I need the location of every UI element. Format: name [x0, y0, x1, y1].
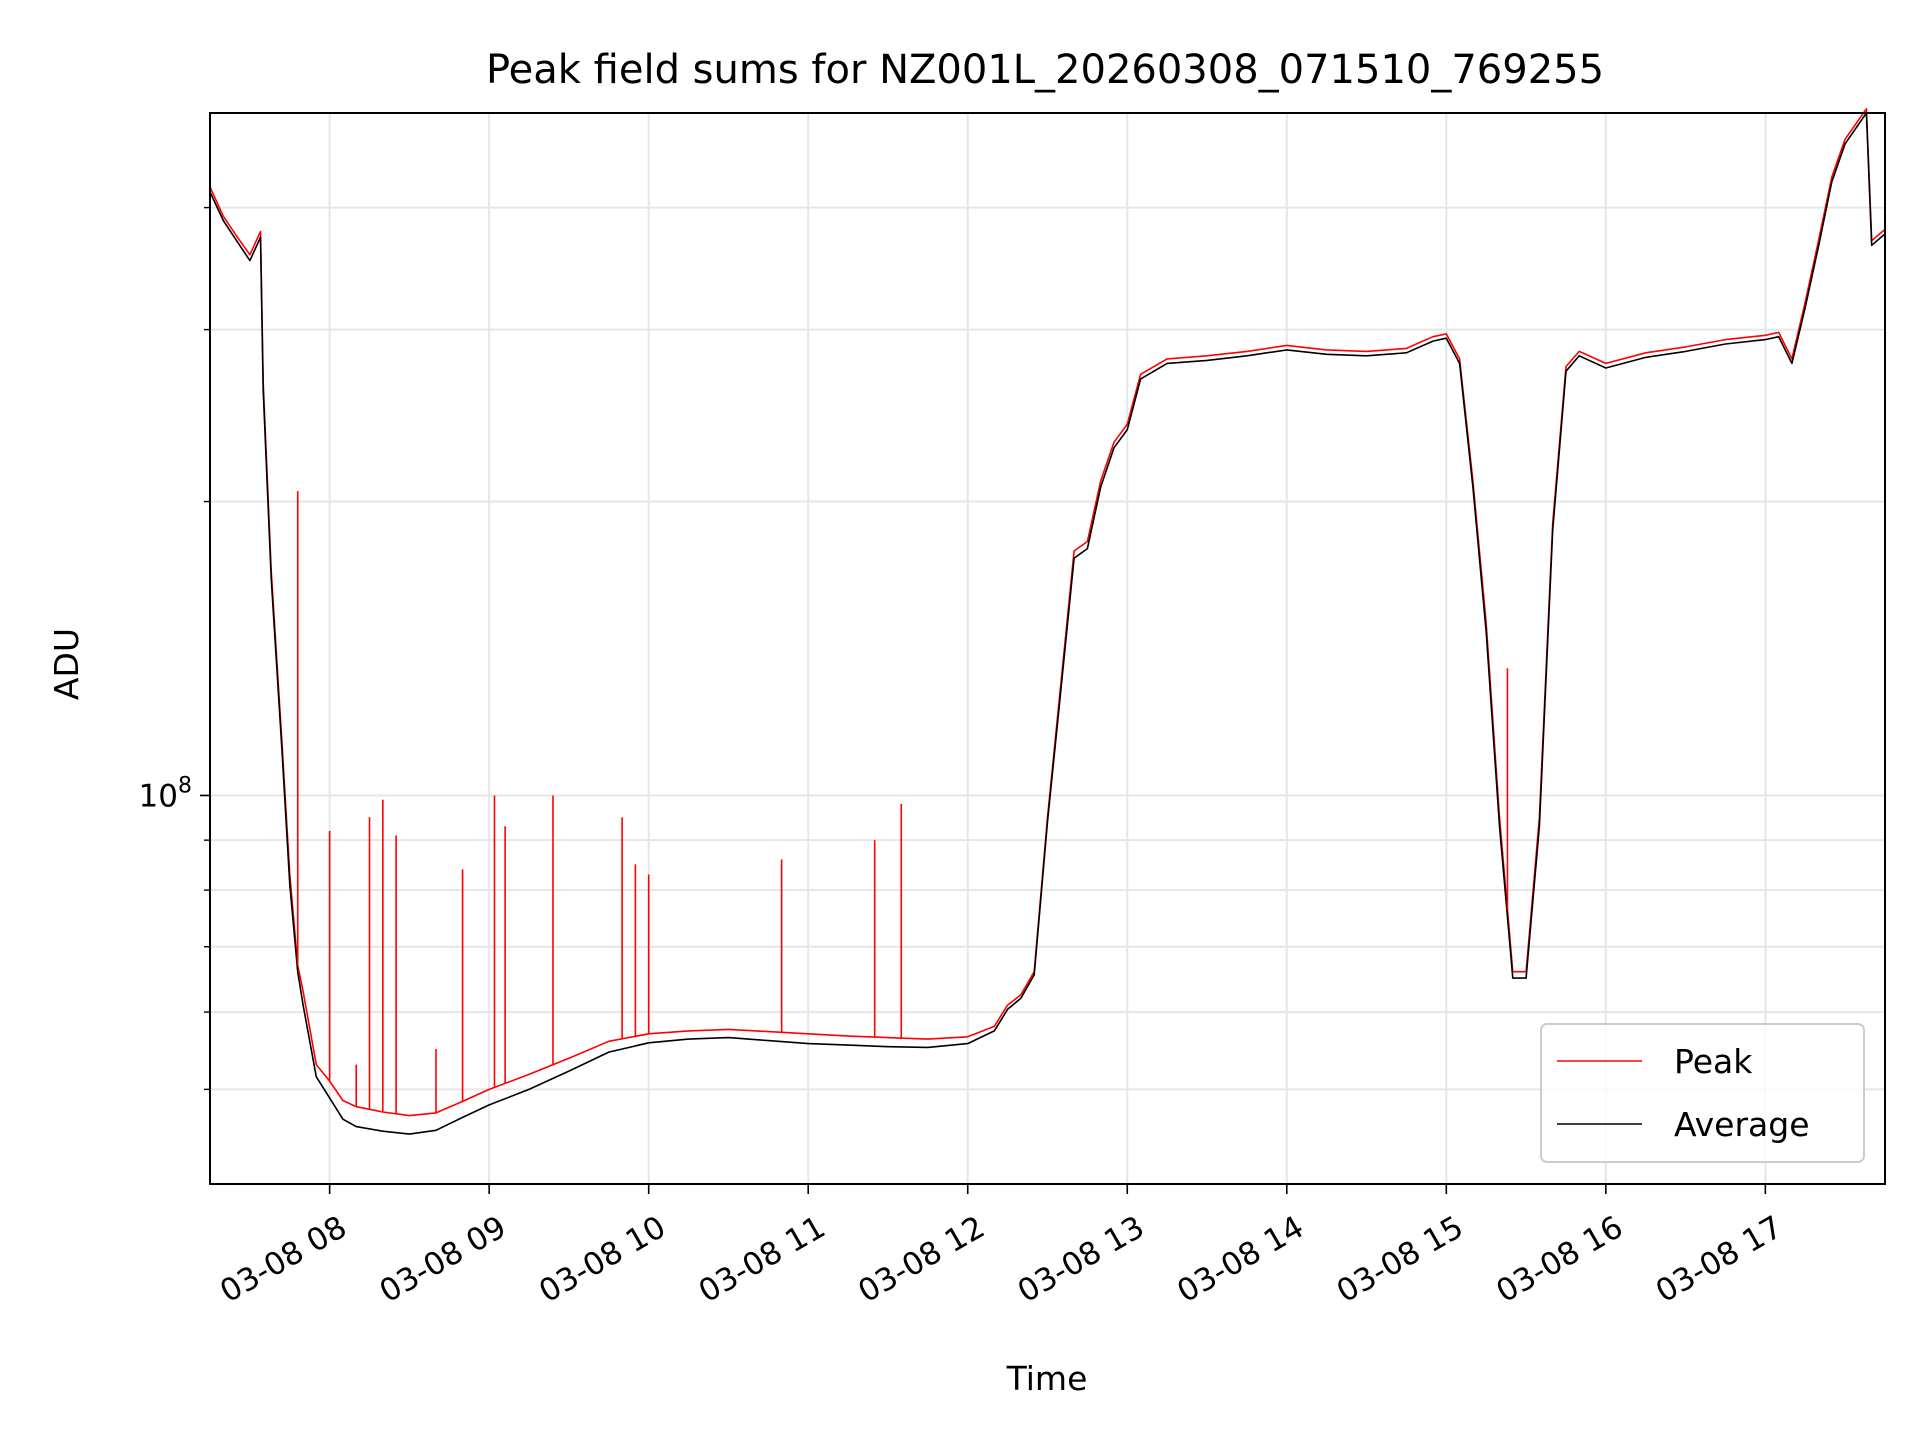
series-layer: [209, 108, 1886, 1135]
legend-box: [1540, 1023, 1865, 1163]
y-tick-label: 108: [139, 773, 192, 814]
legend-label-peak: Peak: [1674, 1042, 1753, 1081]
x-axis-label: Time: [1006, 1359, 1088, 1398]
chart-title: Peak field sums for NZ001L_20260308_0715…: [486, 47, 1604, 93]
series-line-average: [209, 112, 1886, 1135]
y-axis-label: ADU: [47, 628, 86, 700]
legend-label-average: Average: [1674, 1105, 1810, 1144]
plot-frame: [209, 112, 1886, 1185]
legend: Peak Average: [1540, 1023, 1865, 1163]
series-line-peak: [209, 108, 1886, 1117]
